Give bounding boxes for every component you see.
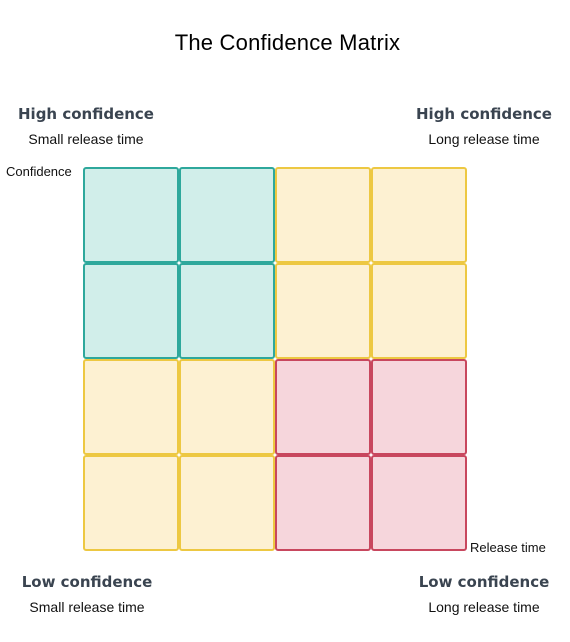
matrix-cell-yellow: [83, 455, 179, 551]
corner-heading: High confidence: [18, 105, 154, 123]
matrix-cell-yellow: [179, 455, 275, 551]
corner-subheading: Small release time: [29, 599, 145, 615]
matrix-cell-green: [83, 167, 179, 263]
matrix-cell-yellow: [275, 167, 371, 263]
matrix-cell-green: [179, 167, 275, 263]
x-axis-label: Release time: [470, 540, 546, 555]
page-title: The Confidence Matrix: [174, 30, 401, 55]
matrix-cell-yellow: [275, 263, 371, 359]
corner-subheading: Long release time: [428, 131, 540, 147]
matrix-cell-yellow: [371, 167, 467, 263]
matrix-cell-yellow: [83, 359, 179, 455]
y-axis-label: Confidence: [6, 164, 72, 179]
corner-top-right: High confidence Long release time: [414, 104, 554, 148]
matrix-cell-red: [371, 455, 467, 551]
corner-heading: High confidence: [416, 105, 552, 123]
matrix-cell-green: [179, 263, 275, 359]
matrix-cell-yellow: [371, 263, 467, 359]
corner-bottom-right: Low confidence Long release time: [414, 572, 554, 616]
matrix-cell-red: [275, 455, 371, 551]
corner-heading: Low confidence: [418, 573, 550, 591]
corner-subheading: Small release time: [28, 131, 144, 147]
corner-bottom-left: Low confidence Small release time: [17, 572, 157, 616]
corner-subheading: Long release time: [428, 599, 540, 615]
matrix-cell-red: [371, 359, 467, 455]
confidence-matrix-grid: [83, 167, 469, 553]
corner-top-left: High confidence Small release time: [16, 104, 156, 148]
matrix-cell-red: [275, 359, 371, 455]
matrix-cell-green: [83, 263, 179, 359]
corner-heading: Low confidence: [21, 573, 153, 591]
matrix-cell-yellow: [179, 359, 275, 455]
